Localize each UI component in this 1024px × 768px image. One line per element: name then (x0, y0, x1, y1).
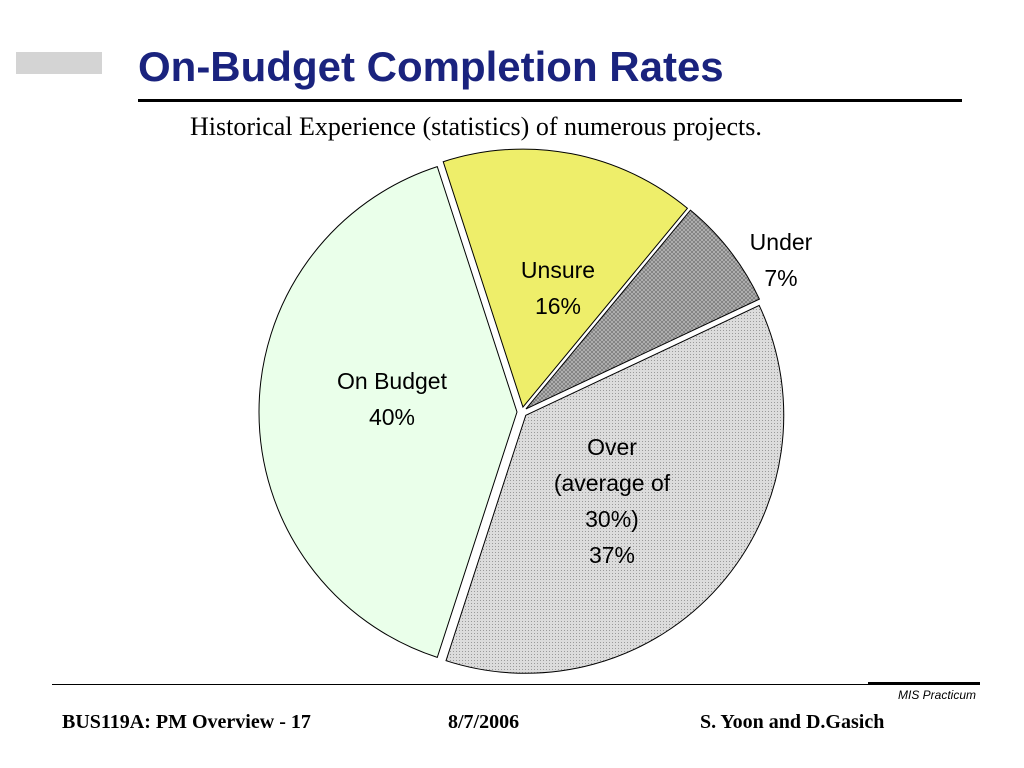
pie-label-on-budget: On Budget 40% (337, 368, 448, 430)
pie-slice-under (525, 209, 761, 410)
brand-underline (868, 682, 980, 684)
pie-label-unsure: Unsure 16% (521, 257, 595, 319)
footer-course: BUS119A: PM Overview - 17 (62, 711, 311, 733)
pie-slice-on-budget (258, 165, 518, 659)
pie-label-over: Over (average of 30%) 37% (554, 434, 671, 568)
slide-title: On-Budget Completion Rates (138, 43, 724, 90)
pie-label-under: Under 7% (750, 229, 813, 291)
footer-date: 8/7/2006 (448, 711, 520, 733)
title-underline (138, 99, 962, 102)
footer-authors: S. Yoon and D.Gasich (700, 711, 885, 733)
footer-divider (52, 684, 980, 685)
pie-slice-over (445, 304, 785, 674)
brand-label: MIS Practicum (897, 688, 976, 702)
slide-subtitle: Historical Experience (statistics) of nu… (190, 112, 762, 141)
corner-decoration (16, 52, 102, 74)
pie-slice-unsure (442, 148, 689, 409)
